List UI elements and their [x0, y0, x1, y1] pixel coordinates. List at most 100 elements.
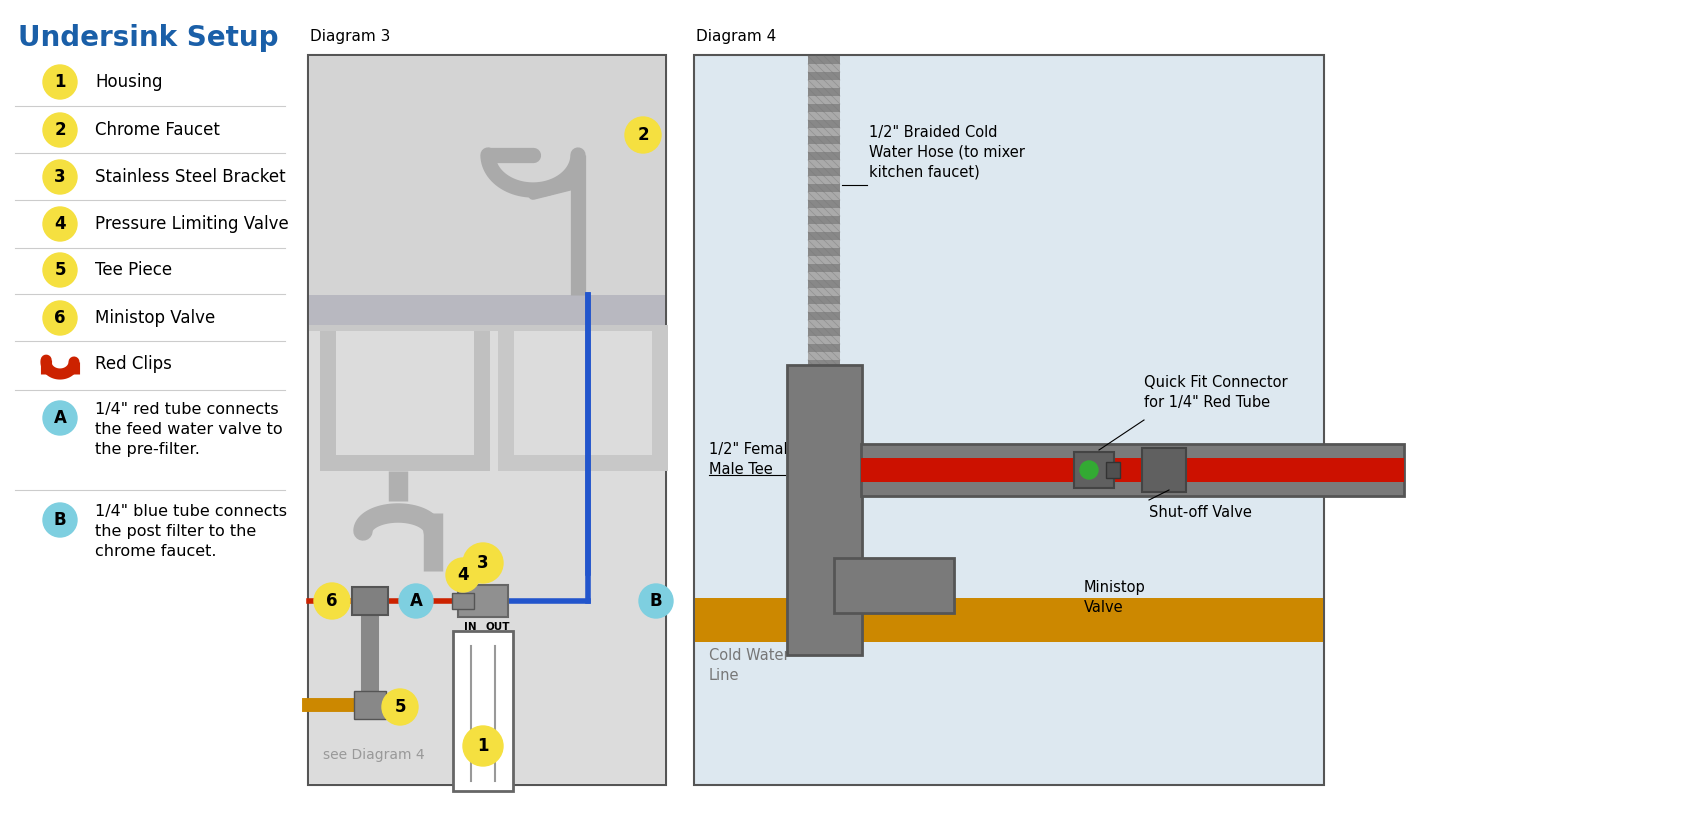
Bar	[808, 320, 840, 328]
Text: Ministop Valve: Ministop Valve	[95, 309, 216, 327]
Text: Quick Fit Connector
for 1/4" Red Tube: Quick Fit Connector for 1/4" Red Tube	[1144, 375, 1288, 410]
Text: Cold Water
Line: Cold Water Line	[709, 648, 789, 683]
Bar	[497, 455, 669, 471]
Text: see Diagram 4: see Diagram 4	[322, 748, 424, 762]
Text: Tee Piece: Tee Piece	[95, 261, 171, 279]
Text: 1/4" red tube connects
the feed water valve to
the pre-filter.: 1/4" red tube connects the feed water va…	[95, 402, 283, 457]
Bar	[808, 64, 840, 72]
Bar	[808, 296, 840, 304]
Bar	[652, 325, 669, 455]
Circle shape	[42, 113, 76, 147]
Circle shape	[42, 301, 76, 335]
Bar	[808, 312, 840, 320]
Text: Undersink Setup: Undersink Setup	[19, 24, 278, 52]
Text: 6: 6	[326, 592, 338, 610]
Text: 3: 3	[477, 554, 489, 572]
Bar	[808, 224, 840, 232]
Text: 1/2" Female/
Male Tee: 1/2" Female/ Male Tee	[709, 442, 801, 477]
Text: OUT: OUT	[485, 622, 511, 632]
Text: 5: 5	[54, 261, 66, 279]
Bar	[808, 208, 840, 216]
Circle shape	[463, 543, 502, 583]
Text: 1: 1	[54, 73, 66, 91]
Bar	[808, 360, 840, 368]
Text: 2: 2	[636, 126, 648, 144]
Bar	[808, 336, 840, 344]
Bar	[696, 598, 1324, 642]
Bar	[321, 325, 336, 455]
Text: 5: 5	[394, 698, 406, 716]
Bar	[309, 325, 665, 784]
Text: B: B	[54, 511, 66, 529]
Text: 1/4" blue tube connects
the post filter to the
chrome faucet.: 1/4" blue tube connects the post filter …	[95, 504, 287, 559]
Bar	[808, 120, 840, 128]
Text: A: A	[409, 592, 423, 610]
Circle shape	[382, 689, 417, 725]
Bar	[808, 248, 840, 256]
Text: 4: 4	[54, 215, 66, 233]
Text: 1/2" Braided Cold
Water Hose (to mixer
kitchen faucet): 1/2" Braided Cold Water Hose (to mixer k…	[869, 125, 1025, 180]
Circle shape	[446, 558, 480, 592]
Bar	[808, 384, 840, 392]
Bar	[808, 80, 840, 88]
Bar	[458, 585, 507, 617]
Bar	[860, 458, 1403, 482]
Bar	[694, 55, 1324, 785]
Bar	[808, 192, 840, 200]
Bar	[1074, 452, 1113, 488]
Text: Housing: Housing	[95, 73, 163, 91]
Bar	[808, 72, 840, 80]
Text: Feed Water
Shut-off Valve: Feed Water Shut-off Valve	[1149, 485, 1252, 520]
Bar	[808, 56, 840, 64]
Bar	[497, 325, 514, 455]
Bar	[808, 144, 840, 152]
Bar	[355, 691, 385, 719]
Bar	[808, 328, 840, 336]
Bar	[808, 136, 840, 144]
Circle shape	[399, 584, 433, 618]
Text: 4: 4	[456, 566, 468, 584]
Bar	[808, 176, 840, 184]
Bar	[808, 352, 840, 360]
Bar	[808, 272, 840, 280]
Bar	[808, 216, 840, 224]
Text: Stainless Steel Bracket: Stainless Steel Bracket	[95, 168, 285, 186]
Circle shape	[640, 584, 674, 618]
Bar	[808, 128, 840, 136]
Bar	[808, 112, 840, 120]
Bar	[309, 325, 665, 331]
Bar	[453, 631, 512, 791]
Bar	[808, 88, 840, 96]
Bar	[307, 55, 665, 785]
Bar	[787, 365, 862, 655]
Circle shape	[463, 726, 502, 766]
Bar	[808, 160, 840, 168]
Text: IN: IN	[463, 622, 477, 632]
Bar	[351, 587, 389, 615]
Bar	[808, 152, 840, 160]
Circle shape	[42, 207, 76, 241]
Circle shape	[314, 583, 350, 619]
Bar	[808, 280, 840, 288]
Text: 2: 2	[54, 121, 66, 139]
Circle shape	[42, 253, 76, 287]
Bar	[1142, 448, 1186, 492]
Circle shape	[42, 401, 76, 435]
Bar	[451, 593, 473, 609]
Bar	[860, 444, 1403, 496]
Circle shape	[1079, 461, 1098, 479]
Circle shape	[42, 160, 76, 194]
Bar	[808, 56, 840, 395]
Bar	[808, 200, 840, 208]
Bar	[808, 104, 840, 112]
Bar	[808, 256, 840, 264]
Bar	[808, 344, 840, 352]
Text: Red Clips: Red Clips	[95, 355, 171, 373]
Bar	[808, 184, 840, 192]
Bar	[808, 304, 840, 312]
Circle shape	[42, 65, 76, 99]
Text: Chrome Faucet: Chrome Faucet	[95, 121, 221, 139]
Bar	[309, 295, 665, 325]
Circle shape	[42, 503, 76, 537]
Text: B: B	[650, 592, 662, 610]
